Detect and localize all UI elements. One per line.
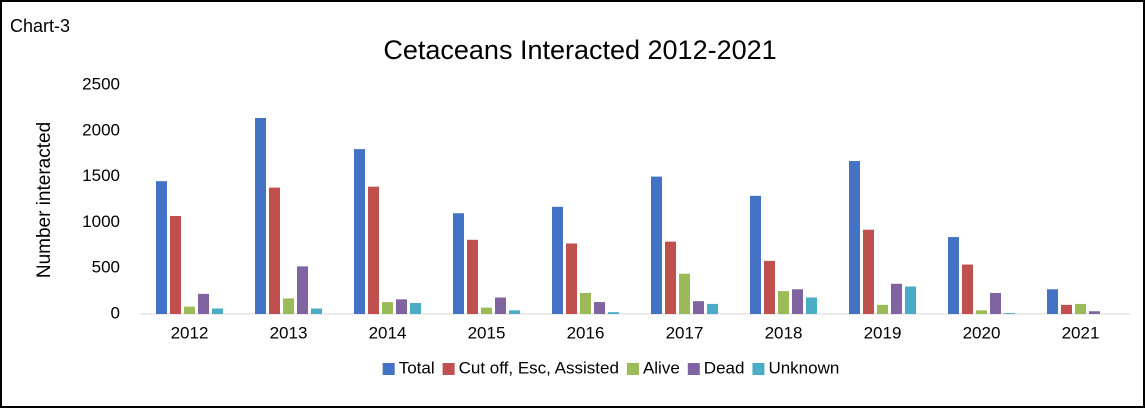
chart-label: Chart-3 <box>10 16 70 36</box>
bar <box>764 260 775 314</box>
legend-swatch <box>687 363 700 375</box>
legend-swatch <box>382 363 395 375</box>
bar <box>778 291 789 314</box>
legend-swatch <box>626 363 639 375</box>
x-tick-label: 2013 <box>270 323 308 342</box>
legend-swatch <box>442 363 455 375</box>
legend-label: Unknown <box>768 358 839 377</box>
bar <box>297 266 308 314</box>
bar <box>269 187 280 314</box>
bar <box>891 283 902 314</box>
x-tick-label: 2018 <box>765 323 803 342</box>
bar <box>566 243 577 314</box>
bar <box>594 302 605 314</box>
bar <box>608 312 619 314</box>
legend-swatch <box>752 363 765 375</box>
bar <box>1047 289 1058 314</box>
bar <box>552 206 563 314</box>
bar <box>481 307 492 314</box>
y-tick-label: 2500 <box>82 74 120 93</box>
bar <box>354 149 365 314</box>
bar <box>368 186 379 314</box>
x-tick-label: 2014 <box>369 323 407 342</box>
bar <box>693 301 704 314</box>
bar <box>255 117 266 314</box>
y-axis-label: Number interacted <box>34 122 55 278</box>
bar <box>1089 311 1100 314</box>
legend-label: Dead <box>704 358 745 377</box>
legend-label: Alive <box>643 358 680 377</box>
legend-label: Total <box>399 358 435 377</box>
bar <box>792 289 803 314</box>
x-tick-label: 2012 <box>171 323 209 342</box>
bar <box>948 237 959 314</box>
bar <box>707 303 718 314</box>
bar <box>863 229 874 314</box>
bar <box>679 273 690 314</box>
bar <box>806 297 817 314</box>
bar <box>580 292 591 314</box>
y-tick-label: 1000 <box>82 212 120 231</box>
x-tick-label: 2020 <box>963 323 1001 342</box>
bar <box>1004 313 1015 314</box>
bar <box>750 195 761 314</box>
bar <box>509 310 520 314</box>
legend-label: Cut off, Esc, Assisted <box>459 358 619 377</box>
bar <box>976 310 987 314</box>
x-tick-label: 2021 <box>1062 323 1100 342</box>
bar <box>665 241 676 314</box>
bar <box>962 264 973 314</box>
bar <box>382 302 393 314</box>
bar <box>283 298 294 314</box>
x-tick-label: 2019 <box>864 323 902 342</box>
bar <box>877 304 888 314</box>
bar <box>495 297 506 314</box>
bar <box>212 308 223 314</box>
bar <box>311 308 322 314</box>
x-tick-label: 2016 <box>567 323 605 342</box>
bar <box>990 292 1001 314</box>
bar <box>396 299 407 314</box>
bar <box>410 303 421 314</box>
chart-title: Cetaceans Interacted 2012-2021 <box>383 35 776 65</box>
bar <box>1075 303 1086 314</box>
bar <box>905 286 916 314</box>
y-tick-label: 2000 <box>82 120 120 139</box>
bar <box>453 213 464 314</box>
bar <box>184 306 195 314</box>
bar <box>651 176 662 314</box>
bar <box>849 161 860 314</box>
bar <box>198 293 209 314</box>
y-tick-label: 1500 <box>82 166 120 185</box>
y-tick-label: 0 <box>111 303 120 322</box>
x-tick-label: 2017 <box>666 323 704 342</box>
bar <box>156 181 167 314</box>
bar <box>170 215 181 314</box>
bar <box>1061 304 1072 314</box>
bar <box>467 239 478 314</box>
y-tick-label: 500 <box>92 258 120 277</box>
x-tick-label: 2015 <box>468 323 506 342</box>
